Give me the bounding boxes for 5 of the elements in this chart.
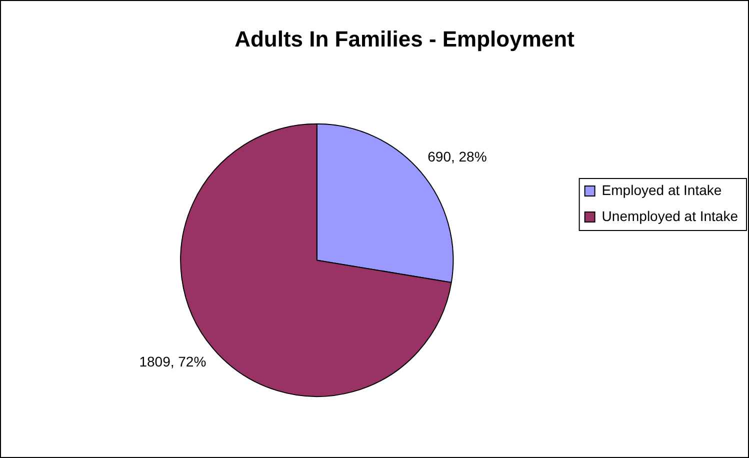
data-label: 1809, 72%: [139, 353, 206, 370]
legend-label: Unemployed at Intake: [602, 208, 738, 224]
data-label: 690, 28%: [428, 148, 487, 165]
legend-label: Employed at Intake: [602, 182, 722, 198]
chart-title: Adults In Families - Employment: [234, 26, 576, 52]
